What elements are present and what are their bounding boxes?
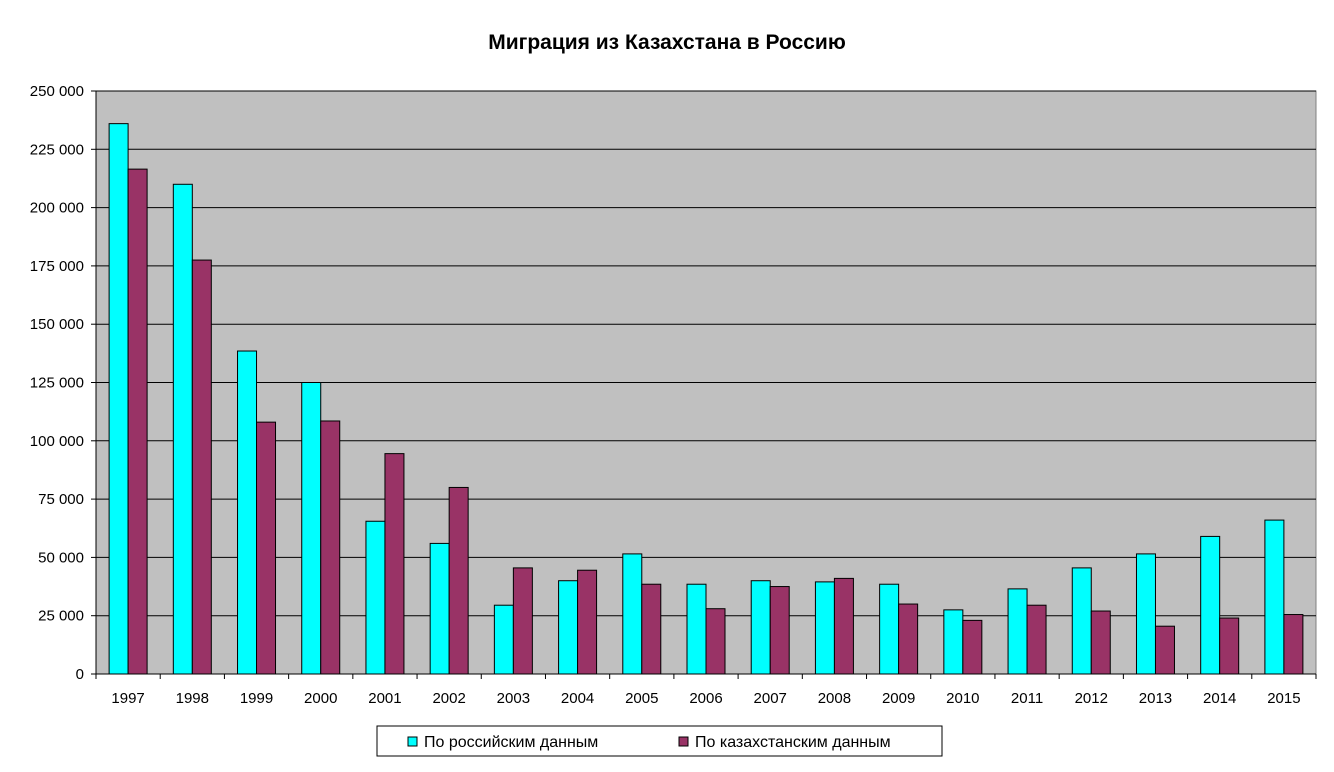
bars-group <box>108 123 1304 675</box>
x-tick-label: 2013 <box>1139 690 1172 707</box>
bar-russian-data <box>1200 535 1221 675</box>
x-tick-label: 2008 <box>818 690 851 707</box>
legend: По российским данным По казахстанским да… <box>376 725 943 757</box>
x-tick-label: 2003 <box>497 690 530 707</box>
x-tick-label: 2012 <box>1075 690 1108 707</box>
legend-label-kazakh: По казахстанским данным <box>695 734 891 751</box>
x-tick-label: 2006 <box>689 690 722 707</box>
x-tick-label: 2014 <box>1203 690 1236 707</box>
x-tick-label: 2001 <box>368 690 401 707</box>
bar-kazakh-data <box>1219 617 1240 675</box>
y-tick-label: 175 000 <box>30 258 84 275</box>
bar-kazakh-data <box>1026 604 1047 675</box>
y-axis-tick-labels: 0 25 000 50 000 75 000 100 000 125 000 150 000… <box>30 83 84 683</box>
bar-russian-data <box>365 520 386 675</box>
x-tick-label: 2015 <box>1267 690 1300 707</box>
axes-group <box>91 90 1317 679</box>
y-tick-label: 200 000 <box>30 200 84 217</box>
bar-russian-data <box>686 583 707 675</box>
x-tick-label: 2004 <box>561 690 594 707</box>
y-tick-label: 150 000 <box>30 316 84 333</box>
y-tick-label: 25 000 <box>38 608 84 625</box>
x-axis-tick-labels: 1997 1998 1999 2000 2001 2002 2003 2004 2005 2006… <box>111 690 1300 707</box>
bar-kazakh-data <box>705 608 726 675</box>
bar-kazakh-data <box>962 619 983 675</box>
bar-russian-data <box>943 609 964 675</box>
bar-russian-data <box>172 183 193 675</box>
legend-swatch-russian <box>407 736 418 747</box>
bar-kazakh-data <box>769 586 790 675</box>
y-tick-label: 75 000 <box>38 491 84 508</box>
bar-russian-data <box>237 350 258 675</box>
legend-box <box>376 725 943 757</box>
bar-russian-data <box>814 581 835 675</box>
bar-kazakh-data <box>577 569 598 675</box>
bar-kazakh-data <box>641 583 662 675</box>
bar-russian-data <box>622 553 643 675</box>
y-tick-label: 100 000 <box>30 433 84 450</box>
chart-title: Миграция из Казахстана в Россию <box>488 31 846 54</box>
x-tick-label: 2009 <box>882 690 915 707</box>
legend-swatch-kazakh <box>678 736 689 747</box>
bar-russian-data <box>108 123 129 675</box>
bar-kazakh-data <box>256 421 277 675</box>
bar-kazakh-data <box>191 259 212 675</box>
bar-kazakh-data <box>1154 625 1175 675</box>
bar-russian-data <box>1135 553 1156 675</box>
x-tick-label: 2002 <box>432 690 465 707</box>
y-tick-label: 0 <box>76 666 84 683</box>
bar-russian-data <box>493 604 514 675</box>
bar-kazakh-data <box>1283 614 1304 675</box>
x-tick-label: 2011 <box>1011 690 1043 707</box>
x-tick-label: 2005 <box>625 690 658 707</box>
bar-russian-data <box>1071 567 1092 675</box>
bar-kazakh-data <box>384 453 405 675</box>
bar-kazakh-data <box>512 567 533 675</box>
bar-russian-data <box>429 542 450 675</box>
bar-russian-data <box>1264 519 1285 675</box>
x-tick-label: 2007 <box>754 690 787 707</box>
x-tick-label: 2010 <box>946 690 979 707</box>
bar-kazakh-data <box>898 603 919 675</box>
y-tick-label: 125 000 <box>30 375 84 392</box>
bar-russian-data <box>558 580 579 675</box>
bar-russian-data <box>879 583 900 675</box>
bar-kazakh-data <box>127 168 148 675</box>
bar-russian-data <box>750 580 771 675</box>
bar-kazakh-data <box>320 420 341 675</box>
y-tick-label: 225 000 <box>30 141 84 158</box>
bar-russian-data <box>301 382 322 675</box>
bar-kazakh-data <box>448 486 469 675</box>
x-tick-label: 1997 <box>111 690 144 707</box>
x-tick-label: 1999 <box>240 690 273 707</box>
legend-label-russian: По российским данным <box>424 734 598 751</box>
x-tick-label: 2000 <box>304 690 337 707</box>
gridlines <box>96 90 1316 617</box>
bar-kazakh-data <box>833 577 854 675</box>
y-tick-label: 50 000 <box>38 549 84 566</box>
bar-kazakh-data <box>1090 610 1111 675</box>
bar-russian-data <box>1007 588 1028 675</box>
y-tick-label: 250 000 <box>30 83 84 100</box>
x-tick-label: 1998 <box>176 690 209 707</box>
